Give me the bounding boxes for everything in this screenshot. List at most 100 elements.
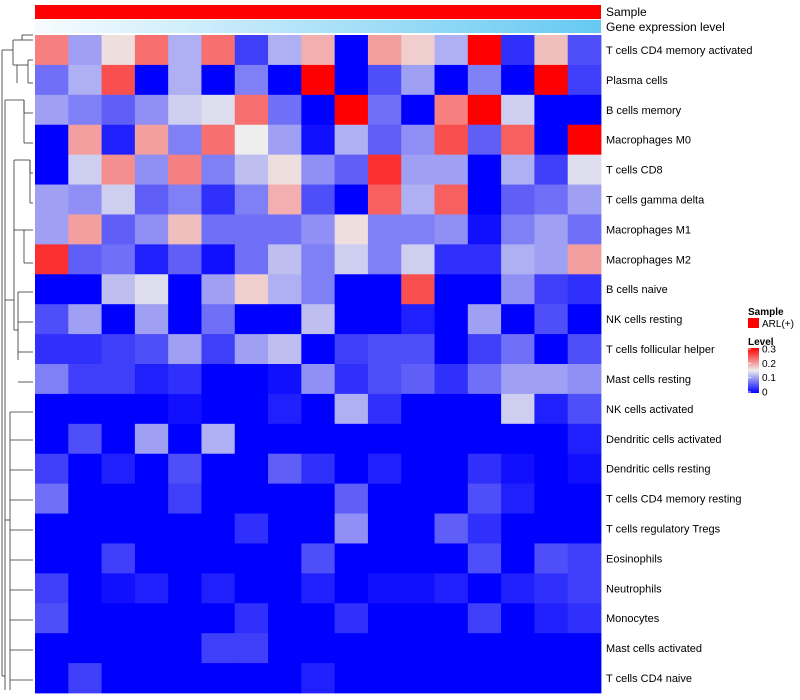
heatmap-cell bbox=[234, 663, 269, 694]
row-label: T cells CD4 memory resting bbox=[606, 494, 742, 506]
heatmap-cell bbox=[201, 483, 236, 514]
heatmap-cell bbox=[534, 543, 569, 574]
heatmap-cell bbox=[501, 334, 535, 365]
heatmap-cell bbox=[401, 603, 435, 634]
heatmap-cell bbox=[101, 124, 136, 156]
row-dendrogram bbox=[1, 34, 33, 690]
heatmap-cell bbox=[567, 35, 602, 66]
heatmap-cell bbox=[68, 184, 102, 215]
row-label: T cells follicular helper bbox=[606, 344, 715, 356]
heatmap-cell bbox=[367, 393, 402, 425]
heatmap-cell bbox=[534, 364, 569, 395]
heatmap-cell bbox=[101, 35, 136, 66]
heatmap-cell bbox=[201, 603, 236, 634]
sample-track-label: Sample bbox=[606, 5, 647, 19]
heatmap-cell bbox=[101, 364, 136, 395]
heatmap-cell bbox=[234, 214, 269, 245]
heatmap-cell bbox=[467, 244, 502, 275]
heatmap-cell bbox=[268, 154, 302, 185]
row-label: NK cells activated bbox=[606, 404, 693, 416]
heatmap-cell bbox=[534, 334, 569, 365]
heatmap-cell bbox=[134, 364, 169, 395]
heatmap-cell bbox=[467, 543, 502, 574]
heatmap-cell bbox=[434, 214, 469, 245]
heatmap-cell bbox=[567, 573, 602, 604]
gene-expression-track-label: Gene expression level bbox=[606, 20, 725, 34]
heatmap-cell bbox=[534, 453, 569, 485]
heatmap-cell bbox=[501, 453, 535, 485]
heatmap-cell bbox=[168, 334, 202, 365]
heatmap-cell bbox=[35, 274, 69, 305]
heatmap-cell bbox=[134, 453, 169, 485]
heatmap-cell bbox=[434, 154, 469, 185]
heatmap-cell bbox=[334, 633, 369, 664]
heatmap-cell bbox=[401, 633, 435, 664]
heatmap-cell bbox=[68, 393, 102, 425]
heatmap-cell bbox=[434, 184, 469, 215]
heatmap-cell bbox=[234, 184, 269, 215]
heatmap-cell bbox=[534, 304, 569, 335]
heatmap-cell bbox=[401, 124, 435, 156]
row-label: T cells CD4 memory activated bbox=[606, 45, 753, 57]
heatmap-cell bbox=[501, 274, 535, 305]
heatmap-cell bbox=[434, 244, 469, 275]
heatmap-cell bbox=[367, 513, 402, 544]
heatmap-cell bbox=[534, 603, 569, 634]
heatmap-cell bbox=[168, 573, 202, 604]
heatmap-cell bbox=[367, 214, 402, 245]
heatmap-cell bbox=[401, 244, 435, 275]
heatmap-cell bbox=[168, 483, 202, 514]
heatmap-cell bbox=[501, 573, 535, 604]
heatmap-cell bbox=[334, 393, 369, 425]
heatmap-cell bbox=[68, 304, 102, 335]
heatmap-cell bbox=[134, 423, 169, 455]
heatmap-cell bbox=[334, 64, 369, 96]
heatmap-cell bbox=[68, 334, 102, 365]
heatmap-cell bbox=[534, 663, 569, 694]
heatmap-cell bbox=[201, 214, 236, 245]
heatmap-cell bbox=[201, 573, 236, 604]
heatmap-cell bbox=[334, 214, 369, 245]
heatmap-cell bbox=[467, 453, 502, 485]
heatmap-cell bbox=[401, 453, 435, 485]
heatmap-cell bbox=[467, 124, 502, 156]
heatmap-cell bbox=[134, 244, 169, 275]
heatmap-cell bbox=[134, 304, 169, 335]
legend-tick-label: 0.3 bbox=[762, 345, 776, 356]
heatmap-cell bbox=[101, 393, 136, 425]
row-label: B cells naive bbox=[606, 284, 668, 296]
heatmap-cell bbox=[168, 543, 202, 574]
legend-ticks: 0.3 0.2 0.1 0 bbox=[748, 345, 776, 399]
heatmap-cell bbox=[334, 274, 369, 305]
heatmap-cell bbox=[68, 214, 102, 245]
heatmap-cell bbox=[301, 633, 336, 664]
heatmap-cell bbox=[35, 663, 69, 694]
heatmap-cell bbox=[301, 244, 336, 275]
heatmap-cell bbox=[534, 483, 569, 514]
heatmap-cell bbox=[234, 603, 269, 634]
heatmap-cell bbox=[501, 364, 535, 395]
heatmap-cell bbox=[134, 483, 169, 514]
heatmap-cell bbox=[101, 423, 136, 455]
heatmap-cell bbox=[134, 35, 169, 66]
heatmap-cell bbox=[234, 64, 269, 96]
heatmap-cell bbox=[168, 64, 202, 96]
heatmap-cell bbox=[201, 244, 236, 275]
heatmap-cell bbox=[134, 214, 169, 245]
heatmap-cell bbox=[201, 154, 236, 185]
heatmap-cell bbox=[301, 214, 336, 245]
heatmap-cell bbox=[334, 513, 369, 544]
heatmap-cell bbox=[567, 94, 602, 126]
heatmap-cell bbox=[434, 483, 469, 514]
heatmap-cell bbox=[268, 124, 302, 156]
heatmap-cell bbox=[168, 603, 202, 634]
heatmap-cell bbox=[367, 94, 402, 126]
heatmap-cell bbox=[534, 274, 569, 305]
heatmap-cell bbox=[467, 573, 502, 604]
heatmap-cell bbox=[234, 274, 269, 305]
heatmap-cell bbox=[334, 603, 369, 634]
legend-sample-title: Sample bbox=[748, 307, 784, 318]
row-label: Dendritic cells activated bbox=[606, 434, 722, 446]
sample-annotation-bar bbox=[35, 5, 601, 19]
heatmap-cell bbox=[201, 334, 236, 365]
